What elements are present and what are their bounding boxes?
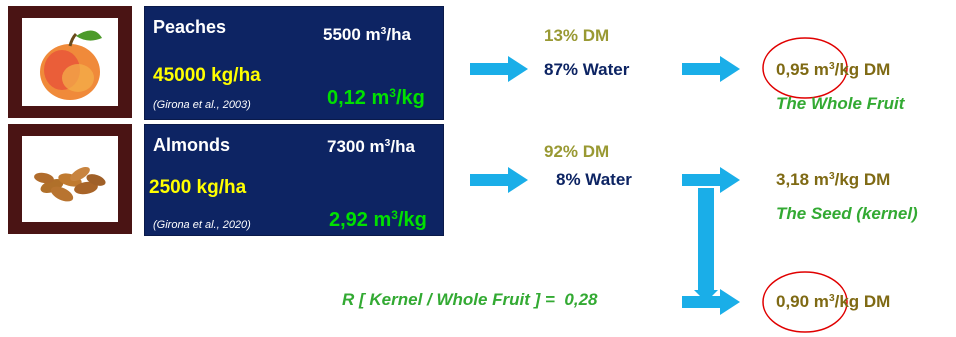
- almonds-yield: 2500 kg/ha: [149, 177, 247, 198]
- peaches-name: Peaches: [153, 17, 227, 37]
- peaches-water-content: 87% Water: [544, 60, 630, 79]
- almonds-photo-frame: [8, 124, 132, 234]
- peach-photo-frame: [8, 6, 132, 118]
- peaches-citation: (Girona et al., 2003): [153, 99, 251, 111]
- peaches-ratio: 0,12 m3/kg: [327, 85, 425, 109]
- almonds-result: 3,18 m3/kg DM: [776, 170, 891, 189]
- almonds-water-content: 8% Water: [556, 170, 632, 189]
- peaches-water-use: 5500 m3/ha: [323, 25, 411, 44]
- arrow-ratio-to-result: [682, 289, 740, 315]
- almonds-panel: Almonds 7300 m3/ha 2500 kg/ha (Girona et…: [144, 124, 444, 236]
- peaches-panel: Peaches 5500 m3/ha 45000 kg/ha (Girona e…: [144, 6, 444, 120]
- peaches-result: 0,95 m3/kg DM: [776, 60, 891, 79]
- ratio-label: R [ Kernel / Whole Fruit ] = 0,28: [342, 290, 598, 309]
- almonds-ratio: 2,92 m3/kg: [329, 207, 427, 231]
- almonds-name: Almonds: [153, 135, 231, 155]
- almonds-dm: 92% DM: [544, 142, 610, 161]
- arrow-almonds-to-composition: [470, 167, 528, 193]
- arrow-down-to-ratio: [694, 188, 718, 302]
- ratio-result: 0,90 m3/kg DM: [776, 292, 891, 311]
- arrow-peaches-to-result: [682, 56, 740, 82]
- almonds-photo: [22, 136, 118, 222]
- peaches-result-label: The Whole Fruit: [776, 94, 905, 113]
- almonds-result-label: The Seed (kernel): [776, 204, 918, 223]
- peaches-yield: 45000 kg/ha: [153, 65, 261, 86]
- almonds-citation: (Girona et al., 2020): [153, 219, 251, 231]
- arrow-almonds-to-result: [682, 167, 740, 193]
- arrow-peaches-to-composition: [470, 56, 528, 82]
- peach-photo: [22, 18, 118, 106]
- highlight-circle-whole-fruit: [762, 37, 848, 99]
- peaches-dm: 13% DM: [544, 26, 610, 45]
- highlight-circle-ratio-result: [762, 271, 848, 333]
- almonds-icon: [34, 167, 106, 202]
- almonds-water-use: 7300 m3/ha: [327, 137, 415, 156]
- peach-icon: [40, 30, 102, 100]
